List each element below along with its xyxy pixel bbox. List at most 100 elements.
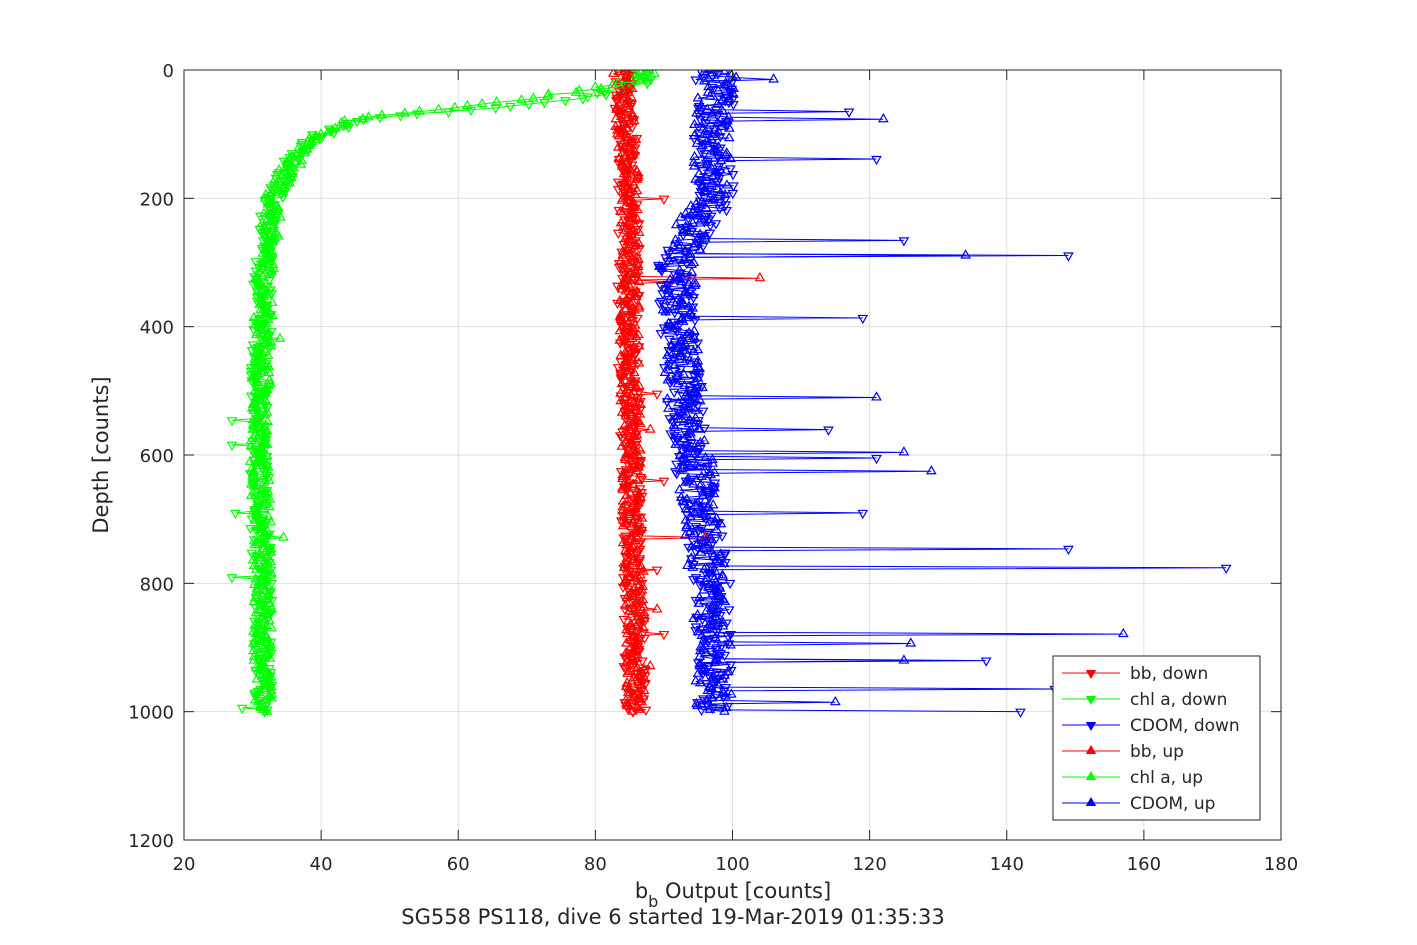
data-point [258,636,269,646]
data-point [630,70,642,79]
data-point [226,574,238,584]
data-point [691,387,703,397]
data-point [262,349,274,359]
data-point [713,555,725,566]
data-point [708,487,720,498]
data-point [681,521,692,532]
data-point [615,311,627,322]
data-point [255,307,267,318]
data-point [719,595,731,605]
data-point [226,441,238,451]
data-point [672,378,684,388]
data-point [662,280,674,291]
data-point [629,304,641,314]
data-point [628,527,639,537]
data-point [661,349,673,359]
data-point [626,613,638,624]
data-point [595,82,607,93]
data-point [717,673,729,683]
data-point [622,196,634,206]
data-point [395,112,406,122]
data-point [620,544,631,554]
data-point [638,622,649,632]
data-point [689,451,701,461]
data-point [713,126,725,136]
data-point [712,178,724,188]
data-point [260,487,271,498]
data-point [719,705,730,715]
data-point [625,306,636,316]
data-point [255,304,266,314]
data-point [629,446,641,456]
data-point [631,70,640,77]
data-point [980,657,992,667]
data-point [687,458,699,469]
data-point [286,167,298,178]
data-point [627,455,639,465]
data-point [245,489,257,499]
data-point [266,622,277,632]
data-point [265,569,277,579]
plot-data-layer [226,70,1232,718]
data-point [689,385,701,395]
data-point [680,476,692,486]
data-point [262,196,274,206]
data-point [620,360,631,371]
x-axis-label-rest: Output [counts] [658,879,831,903]
data-point [618,220,629,231]
data-point [706,692,718,702]
data-point [661,393,673,403]
data-point [638,608,650,619]
data-point [622,317,634,327]
data-point [624,364,636,375]
data-point [701,605,712,615]
data-point [678,253,690,263]
data-point [253,552,265,562]
data-point [696,535,708,545]
data-point [263,241,275,252]
data-point [960,249,972,259]
data-point [638,612,650,623]
data-point [633,340,645,350]
data-point [685,431,697,441]
data-point [259,321,271,331]
data-point [261,705,273,715]
data-point [258,682,269,693]
data-point [829,696,841,706]
data-point [1220,564,1232,575]
data-point [697,139,708,149]
legend-label: chl a, down [1130,690,1227,710]
data-point [337,120,348,130]
data-point [250,328,262,339]
data-point [688,156,700,166]
data-point [620,646,632,657]
data-point [686,540,698,551]
data-point [248,404,260,414]
data-point [705,541,717,552]
data-point [628,376,640,386]
data-point [621,699,633,710]
data-point [706,194,718,204]
data-point [622,667,633,677]
data-point [692,461,704,471]
data-point [662,283,674,293]
data-point [636,696,648,706]
data-point [626,82,638,93]
data-point [710,576,722,587]
x-tick-label: 180 [1264,854,1298,875]
data-point [716,120,727,130]
data-point [715,518,727,528]
data-point [618,510,629,520]
data-point [261,544,273,554]
data-point [275,211,286,221]
data-point [633,393,645,403]
data-point [248,650,260,660]
data-point [255,550,267,560]
data-point [660,306,671,316]
data-point [249,538,260,549]
data-point [630,290,642,301]
data-point [701,158,713,168]
data-point [697,670,708,681]
data-point [694,480,706,490]
data-point [618,663,630,673]
